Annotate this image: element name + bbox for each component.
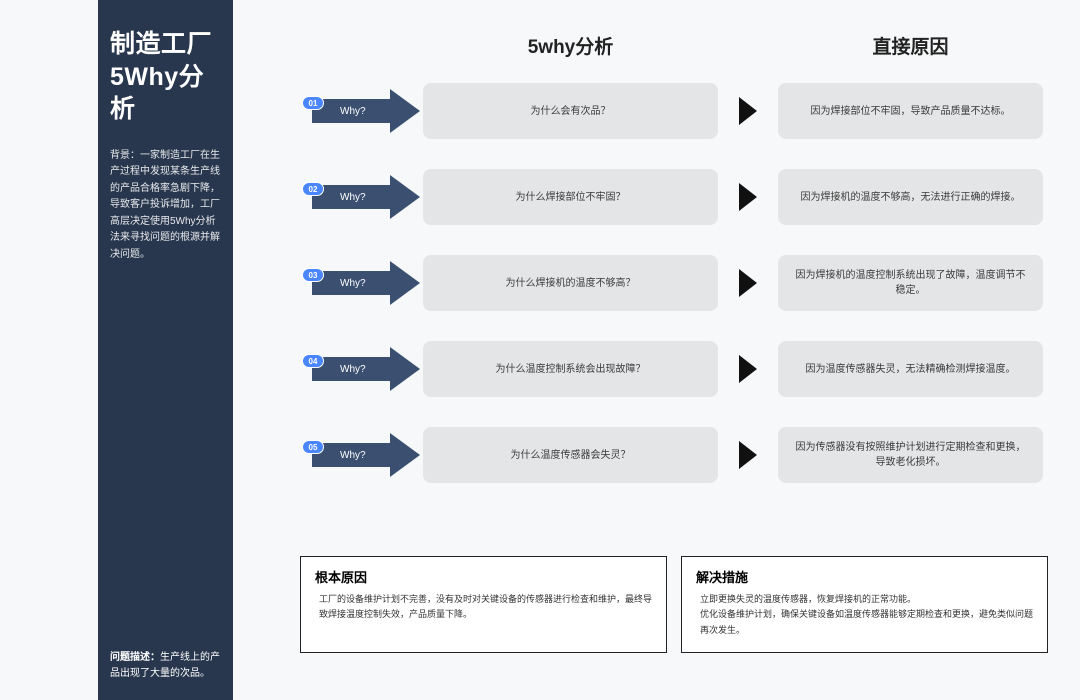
main-content: 5why分析 直接原因 01 Why? 为什么会有次品？ 因为焊接部位不牢固，导…	[300, 32, 1060, 513]
triangle-icon	[739, 355, 757, 383]
triangle-icon	[739, 97, 757, 125]
column-headers: 5why分析 直接原因	[300, 32, 1060, 59]
header-analysis: 5why分析	[423, 32, 718, 59]
question-box: 为什么焊接机的温度不够高？	[423, 255, 718, 311]
sidebar-title: 制造工厂 5Why分析	[110, 28, 221, 126]
arrow-head-icon	[390, 347, 420, 391]
background-text: 背景：一家制造工厂在生产过程中发现某条生产线的产品合格率急剧下降，导致客户投诉增…	[110, 148, 221, 264]
why-label: Why?	[340, 278, 366, 289]
why-label: Why?	[340, 106, 366, 117]
sidebar: 制造工厂 5Why分析 背景：一家制造工厂在生产过程中发现某条生产线的产品合格率…	[98, 0, 233, 700]
solution-text: 立即更换失灵的温度传感器，恢复焊接机的正常功能。优化设备维护计划，确保关键设备如…	[696, 592, 1033, 638]
problem-description: 问题描述：生产线上的产品出现了大量的次品。	[110, 650, 221, 682]
answer-box: 因为焊接机的温度控制系统出现了故障，温度调节不稳定。	[778, 255, 1043, 311]
question-box: 为什么温度控制系统会出现故障？	[423, 341, 718, 397]
step-number-badge: 01	[302, 96, 324, 110]
step-number-badge: 05	[302, 440, 324, 454]
triangle-icon	[739, 183, 757, 211]
triangle-separator	[726, 97, 770, 125]
triangle-separator	[726, 355, 770, 383]
step-number-badge: 04	[302, 354, 324, 368]
problem-label: 问题描述：	[110, 652, 160, 663]
why-arrow: 05 Why?	[300, 427, 423, 483]
analysis-row: 01 Why? 为什么会有次品？ 因为焊接部位不牢固，导致产品质量不达标。	[300, 83, 1060, 139]
why-label: Why?	[340, 364, 366, 375]
triangle-separator	[726, 183, 770, 211]
analysis-row: 04 Why? 为什么温度控制系统会出现故障？ 因为温度传感器失灵，无法精确检测…	[300, 341, 1060, 397]
question-box: 为什么焊接部位不牢固？	[423, 169, 718, 225]
title-line1: 制造工厂	[110, 30, 212, 58]
root-cause-card: 根本原因 工厂的设备维护计划不完善，没有及时对关键设备的传感器进行检查和维护，最…	[300, 556, 667, 653]
why-arrow: 03 Why?	[300, 255, 423, 311]
question-box: 为什么会有次品？	[423, 83, 718, 139]
answer-box: 因为焊接部位不牢固，导致产品质量不达标。	[778, 83, 1043, 139]
why-label: Why?	[340, 450, 366, 461]
why-arrow: 01 Why?	[300, 83, 423, 139]
answer-box: 因为温度传感器失灵，无法精确检测焊接温度。	[778, 341, 1043, 397]
title-line2: 5Why分析	[110, 63, 204, 124]
header-cause: 直接原因	[778, 32, 1043, 59]
bottom-cards: 根本原因 工厂的设备维护计划不完善，没有及时对关键设备的传感器进行检查和维护，最…	[300, 556, 1048, 653]
triangle-icon	[739, 269, 757, 297]
arrow-head-icon	[390, 175, 420, 219]
analysis-row: 03 Why? 为什么焊接机的温度不够高？ 因为焊接机的温度控制系统出现了故障，…	[300, 255, 1060, 311]
step-number-badge: 02	[302, 182, 324, 196]
arrow-head-icon	[390, 261, 420, 305]
root-cause-title: 根本原因	[315, 567, 652, 586]
arrow-head-icon	[390, 433, 420, 477]
rows-container: 01 Why? 为什么会有次品？ 因为焊接部位不牢固，导致产品质量不达标。 02…	[300, 83, 1060, 483]
triangle-icon	[739, 441, 757, 469]
why-arrow: 04 Why?	[300, 341, 423, 397]
solution-card: 解决措施 立即更换失灵的温度传感器，恢复焊接机的正常功能。优化设备维护计划，确保…	[681, 556, 1048, 653]
why-label: Why?	[340, 192, 366, 203]
why-arrow: 02 Why?	[300, 169, 423, 225]
analysis-row: 05 Why? 为什么温度传感器会失灵？ 因为传感器没有按照维护计划进行定期检查…	[300, 427, 1060, 483]
triangle-separator	[726, 441, 770, 469]
answer-box: 因为传感器没有按照维护计划进行定期检查和更换，导致老化损坏。	[778, 427, 1043, 483]
step-number-badge: 03	[302, 268, 324, 282]
analysis-row: 02 Why? 为什么焊接部位不牢固？ 因为焊接机的温度不够高，无法进行正确的焊…	[300, 169, 1060, 225]
triangle-separator	[726, 269, 770, 297]
solution-title: 解决措施	[696, 567, 1033, 586]
root-cause-text: 工厂的设备维护计划不完善，没有及时对关键设备的传感器进行检查和维护，最终导致焊接…	[315, 592, 652, 623]
question-box: 为什么温度传感器会失灵？	[423, 427, 718, 483]
arrow-head-icon	[390, 89, 420, 133]
answer-box: 因为焊接机的温度不够高，无法进行正确的焊接。	[778, 169, 1043, 225]
